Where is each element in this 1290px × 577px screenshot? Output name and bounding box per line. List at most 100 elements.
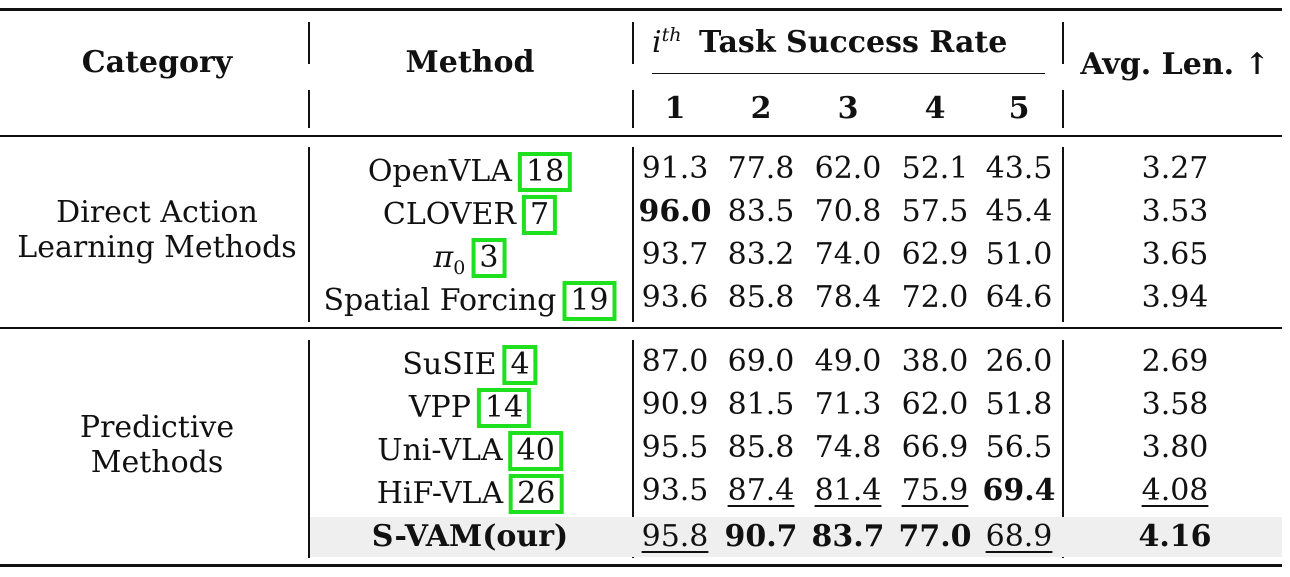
value-cell: 38.0 [901,344,969,379]
value-cell: 68.9 [985,519,1053,554]
task-group-underline [652,73,1045,74]
value-cell: 62.0 [814,151,882,186]
header-rule [0,135,1282,137]
body-vsep [1062,340,1064,558]
body-vsep [308,147,310,322]
value-cell: 43.5 [985,151,1053,186]
header-vsep [1062,22,1064,64]
method-name: Uni-VLA [377,433,503,468]
group-label: Learning Methods [17,230,297,265]
value-cell: 74.0 [814,237,882,272]
value-cell: 77.8 [727,151,795,186]
value-cell: 93.7 [641,237,709,272]
header-vsep [632,90,634,128]
value-cell: 83.7 [811,519,885,554]
avg-cell: 3.27 [1141,151,1209,186]
method-name: VPP [408,390,471,425]
citation-link[interactable]: 7 [522,195,558,235]
value-cell: 93.6 [641,280,709,315]
citation-link[interactable]: 18 [517,152,573,192]
group-rule [0,327,1282,329]
avg-cell: 3.58 [1141,387,1209,422]
header-category: Category [81,45,233,80]
avg-cell: 2.69 [1141,344,1209,379]
method-cell: π0 3 [434,238,507,278]
method-name: OpenVLA [367,154,512,189]
header-task-4: 4 [924,91,946,126]
method-cell: SuSIE 4 [402,345,538,385]
method-cell: Spatial Forcing 19 [324,281,617,321]
value-cell: 26.0 [985,344,1053,379]
body-vsep [632,147,634,322]
avg-cell: 3.65 [1141,237,1209,272]
method-cell: CLOVER 7 [383,195,558,235]
method-cell: OpenVLA 18 [367,152,573,192]
value-cell: 90.9 [641,387,709,422]
avg-cell: 3.80 [1141,430,1209,465]
value-cell: 71.3 [814,387,882,422]
value-cell: 57.5 [901,194,969,229]
header-task-5: 5 [1008,91,1030,126]
method-cell: Uni-VLA 40 [377,431,563,471]
value-cell: 78.4 [814,280,882,315]
body-vsep [632,340,634,558]
citation-link[interactable]: 3 [471,238,507,278]
header-task-2: 2 [750,91,772,126]
value-cell: 45.4 [985,194,1053,229]
value-cell: 77.0 [898,519,972,554]
header-method: Method [405,45,535,80]
value-cell: 95.5 [641,430,709,465]
value-cell: 93.5 [641,473,709,508]
value-cell: 83.5 [727,194,795,229]
header-vsep [308,90,310,128]
citation-link[interactable]: 14 [476,388,532,428]
method-name: SuSIE [402,347,497,382]
top-rule [0,8,1282,11]
value-cell: 81.5 [727,387,795,422]
method-name: Spatial Forcing [323,283,557,318]
task-index-var: i [652,25,662,60]
value-cell: 69.4 [982,473,1056,508]
header-avg-len: Avg. Len. ↑ [1080,47,1270,82]
header-vsep [308,22,310,64]
value-cell: 66.9 [901,430,969,465]
method-name: HiF-VLA [376,476,504,511]
citation-link[interactable]: 19 [562,281,617,321]
value-cell: 75.9 [901,473,969,508]
value-cell: 51.8 [985,387,1053,422]
header-task-3: 3 [837,91,859,126]
value-cell: 87.4 [727,473,795,508]
citation-link[interactable]: 4 [502,345,538,385]
avg-cell: 3.53 [1141,194,1209,229]
citation-link[interactable]: 40 [508,431,563,471]
value-cell: 64.6 [985,280,1053,315]
header-vsep [1062,90,1064,128]
value-cell: 56.5 [985,430,1053,465]
value-cell: 85.8 [727,430,795,465]
value-cell: 72.0 [901,280,969,315]
value-cell: 62.0 [901,387,969,422]
task-index-sup: th [661,24,682,46]
task-group-title: Task Success Rate [699,25,1008,60]
value-cell: 95.8 [641,519,709,554]
value-cell: 96.0 [638,194,712,229]
value-cell: 62.9 [901,237,969,272]
value-cell: 90.7 [724,519,798,554]
avg-cell: 3.94 [1141,280,1209,315]
method-name: π [433,240,454,275]
header-task-1: 1 [664,91,686,126]
header-task-group: ith Task Success Rate [652,26,1007,58]
citation-link[interactable]: 26 [509,474,564,514]
value-cell: 85.8 [727,280,795,315]
group-label: Methods [90,445,224,480]
value-cell: 49.0 [814,344,882,379]
body-vsep [1062,147,1064,322]
our-row-highlight [310,517,1282,557]
value-cell: 69.0 [727,344,795,379]
value-cell: 51.0 [985,237,1053,272]
value-cell: 87.0 [641,344,709,379]
avg-cell: 4.08 [1141,473,1209,508]
body-vsep [308,340,310,558]
value-cell: 70.8 [814,194,882,229]
group-label: Direct Action [56,195,258,230]
